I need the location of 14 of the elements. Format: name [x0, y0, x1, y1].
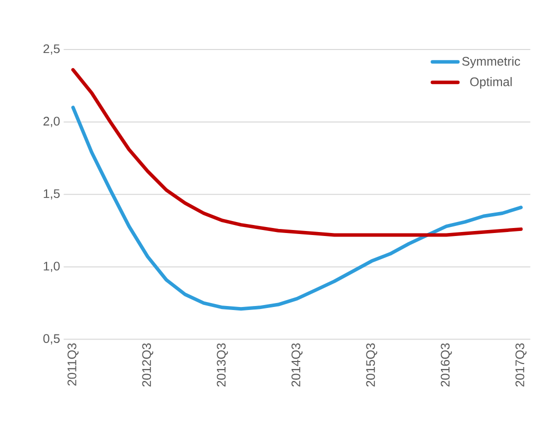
x-tick-label: 2013Q3	[216, 343, 228, 387]
legend-label: Optimal	[470, 77, 512, 89]
y-tick-label: 2,5	[43, 44, 60, 55]
y-tick-label: 1,5	[44, 189, 60, 200]
x-tick-label: 2016Q3	[440, 343, 452, 387]
legend-label: Symmetric	[462, 56, 520, 68]
y-tick-label: 2,0	[43, 116, 60, 128]
x-tick-label: 2012Q3	[142, 343, 154, 387]
x-tick-label: 2011Q3	[68, 343, 79, 386]
x-tick-label: 2015Q3	[366, 343, 378, 387]
x-tick-label: 2014Q3	[291, 343, 303, 387]
y-tick-label: 1,0	[44, 262, 60, 272]
y-tick-label: 0,5	[43, 334, 60, 344]
x-tick-label: 2017Q3	[515, 343, 527, 387]
